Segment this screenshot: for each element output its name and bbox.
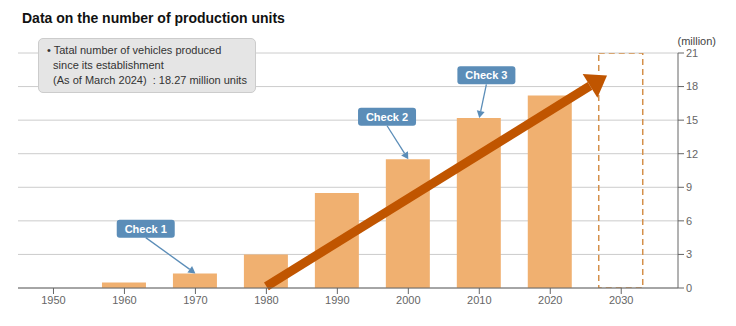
html-text:• Tatal number of vehicles pro: • Tatal number of vehicles produced — [47, 44, 222, 56]
svg-text:1970: 1970 — [183, 294, 207, 306]
svg-text:2020: 2020 — [538, 294, 562, 306]
svg-text:0: 0 — [686, 282, 692, 294]
svg-text:1950: 1950 — [41, 294, 65, 306]
html-text:(million): (million) — [677, 35, 716, 47]
svg-text:Check 1: Check 1 — [125, 223, 167, 235]
svg-text:15: 15 — [686, 114, 698, 126]
svg-text:2000: 2000 — [396, 294, 420, 306]
svg-text:9: 9 — [686, 181, 692, 193]
svg-text:Check 3: Check 3 — [465, 69, 507, 81]
html-text:(As of March 2024) : 18.27 mil: (As of March 2024) : 18.27 million units — [47, 74, 247, 86]
svg-text:6: 6 — [686, 215, 692, 227]
svg-text:3: 3 — [686, 248, 692, 260]
svg-text:12: 12 — [686, 148, 698, 160]
svg-text:1960: 1960 — [112, 294, 136, 306]
svg-text:1980: 1980 — [254, 294, 278, 306]
svg-text:2010: 2010 — [467, 294, 491, 306]
svg-text:1990: 1990 — [325, 294, 349, 306]
svg-text:Check 2: Check 2 — [366, 111, 408, 123]
html-text:since its establishment: since its establishment — [47, 59, 164, 71]
svg-text:2030: 2030 — [609, 294, 633, 306]
svg-text:18: 18 — [686, 80, 698, 92]
html-text:Data on the number of producti: Data on the number of production units — [22, 10, 285, 26]
svg-text:21: 21 — [686, 47, 698, 59]
